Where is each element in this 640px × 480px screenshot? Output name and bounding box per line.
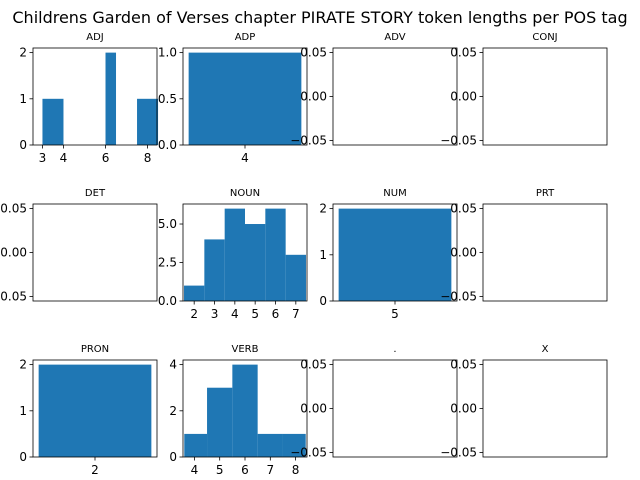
ytick-label-adp-1: 0.5 [158, 92, 177, 106]
subplot-title-x: X [542, 344, 549, 355]
ytick-label-adp-2: 1.0 [158, 46, 177, 60]
ytick-label-conj-1: 0.00 [450, 90, 477, 104]
ytick-label-det-1: 0.00 [0, 246, 27, 260]
subplot-title-adj: ADJ [86, 32, 104, 43]
xtick-label-noun-3: 5 [251, 307, 259, 321]
ytick-label-adj-2: 2 [19, 46, 27, 60]
axes-frame-det [32, 203, 158, 302]
xtick-label-adj-1: 4 [60, 151, 68, 165]
ytick-label-noun-2: 5.0 [158, 217, 177, 231]
ytick-label-pron-0: 0 [19, 450, 27, 464]
subplot-title-pron: PRON [81, 344, 109, 355]
ytick-label-x-1: 0.00 [450, 402, 477, 416]
ytick-label-verb-1: 2 [169, 404, 177, 418]
xtick-label-pron-0: 2 [91, 463, 99, 477]
subplot-title-adp: ADP [235, 32, 256, 43]
xtick-label-verb-2: 6 [241, 463, 249, 477]
xtick-label-adp-0: 4 [241, 151, 249, 165]
axes-frame-noun [182, 203, 308, 302]
axes-frame-adv [332, 47, 458, 146]
subplot-title-adv: ADV [384, 32, 405, 43]
ytick-label-num-2: 2 [319, 202, 327, 216]
subplot-title-punct: . [393, 344, 396, 355]
xtick-label-adj-2: 6 [102, 151, 110, 165]
figure-title: Childrens Garden of Verses chapter PIRAT… [12, 8, 628, 27]
xtick-label-noun-0: 2 [190, 307, 198, 321]
ytick-label-conj-2: 0.05 [450, 45, 477, 59]
ytick-label-noun-1: 2.5 [158, 256, 177, 270]
ytick-label-punct-2: 0.05 [300, 357, 327, 371]
xtick-label-verb-3: 7 [266, 463, 274, 477]
bar-adp-0 [188, 52, 302, 145]
xtick-label-verb-4: 8 [292, 463, 300, 477]
ytick-label-prt-0: −0.05 [440, 290, 477, 304]
bar-noun-4 [265, 208, 286, 301]
ytick-label-pron-2: 2 [19, 358, 27, 372]
bar-verb-2 [232, 364, 258, 457]
axes-frame-adj [32, 47, 158, 146]
ytick-label-adp-0: 0.0 [158, 138, 177, 152]
ytick-label-x-0: −0.05 [440, 446, 477, 460]
xtick-label-noun-2: 4 [231, 307, 239, 321]
ytick-label-prt-1: 0.00 [450, 246, 477, 260]
bar-verb-3 [257, 433, 283, 457]
ytick-label-adv-0: −0.05 [290, 134, 327, 148]
xtick-label-noun-4: 6 [272, 307, 280, 321]
axes-frame-conj [482, 47, 608, 146]
ytick-label-adj-1: 1 [19, 92, 27, 106]
xtick-label-noun-5: 7 [292, 307, 300, 321]
xtick-label-verb-1: 5 [216, 463, 224, 477]
ytick-label-conj-0: −0.05 [440, 134, 477, 148]
ytick-label-det-2: 0.05 [0, 201, 27, 215]
ytick-label-verb-0: 0 [169, 450, 177, 464]
subplot-title-conj: CONJ [532, 32, 557, 43]
bar-adj-5 [137, 98, 159, 145]
axes-frame-punct [332, 359, 458, 458]
subplot-title-verb: VERB [232, 344, 259, 355]
xtick-label-adj-0: 3 [39, 151, 47, 165]
ytick-label-x-2: 0.05 [450, 357, 477, 371]
xtick-label-adj-3: 8 [144, 151, 152, 165]
xtick-label-verb-0: 4 [191, 463, 199, 477]
ytick-label-punct-0: −0.05 [290, 446, 327, 460]
ytick-label-num-0: 0 [319, 294, 327, 308]
axes-frame-x [482, 359, 608, 458]
ytick-label-adv-2: 0.05 [300, 45, 327, 59]
ytick-label-prt-2: 0.05 [450, 201, 477, 215]
bar-verb-1 [207, 387, 233, 457]
bar-noun-1 [204, 239, 225, 301]
xtick-label-num-0: 5 [391, 307, 399, 321]
bar-adj-3 [105, 52, 117, 145]
bar-num-0 [338, 208, 452, 301]
ytick-label-noun-0: 0.0 [158, 294, 177, 308]
ytick-label-det-0: −0.05 [0, 290, 27, 304]
bar-adj-0 [42, 98, 64, 145]
ytick-label-adv-1: 0.00 [300, 90, 327, 104]
xtick-label-noun-1: 3 [211, 307, 219, 321]
bar-noun-0 [184, 285, 205, 301]
ytick-label-adj-0: 0 [19, 138, 27, 152]
subplot-title-noun: NOUN [230, 188, 260, 199]
bar-noun-2 [224, 208, 245, 301]
ytick-label-pron-1: 1 [19, 404, 27, 418]
subplot-title-num: NUM [383, 188, 406, 199]
axes-frame-prt [482, 203, 608, 302]
subplot-title-prt: PRT [536, 188, 555, 199]
bar-noun-3 [245, 224, 266, 301]
subplot-title-det: DET [85, 188, 106, 199]
bar-pron-0 [38, 364, 152, 457]
bar-verb-0 [184, 433, 208, 457]
ytick-label-num-1: 1 [319, 248, 327, 262]
ytick-label-punct-1: 0.00 [300, 402, 327, 416]
bar-noun-5 [285, 254, 306, 301]
bar-verb-4 [282, 433, 306, 457]
ytick-label-verb-2: 4 [169, 358, 177, 372]
